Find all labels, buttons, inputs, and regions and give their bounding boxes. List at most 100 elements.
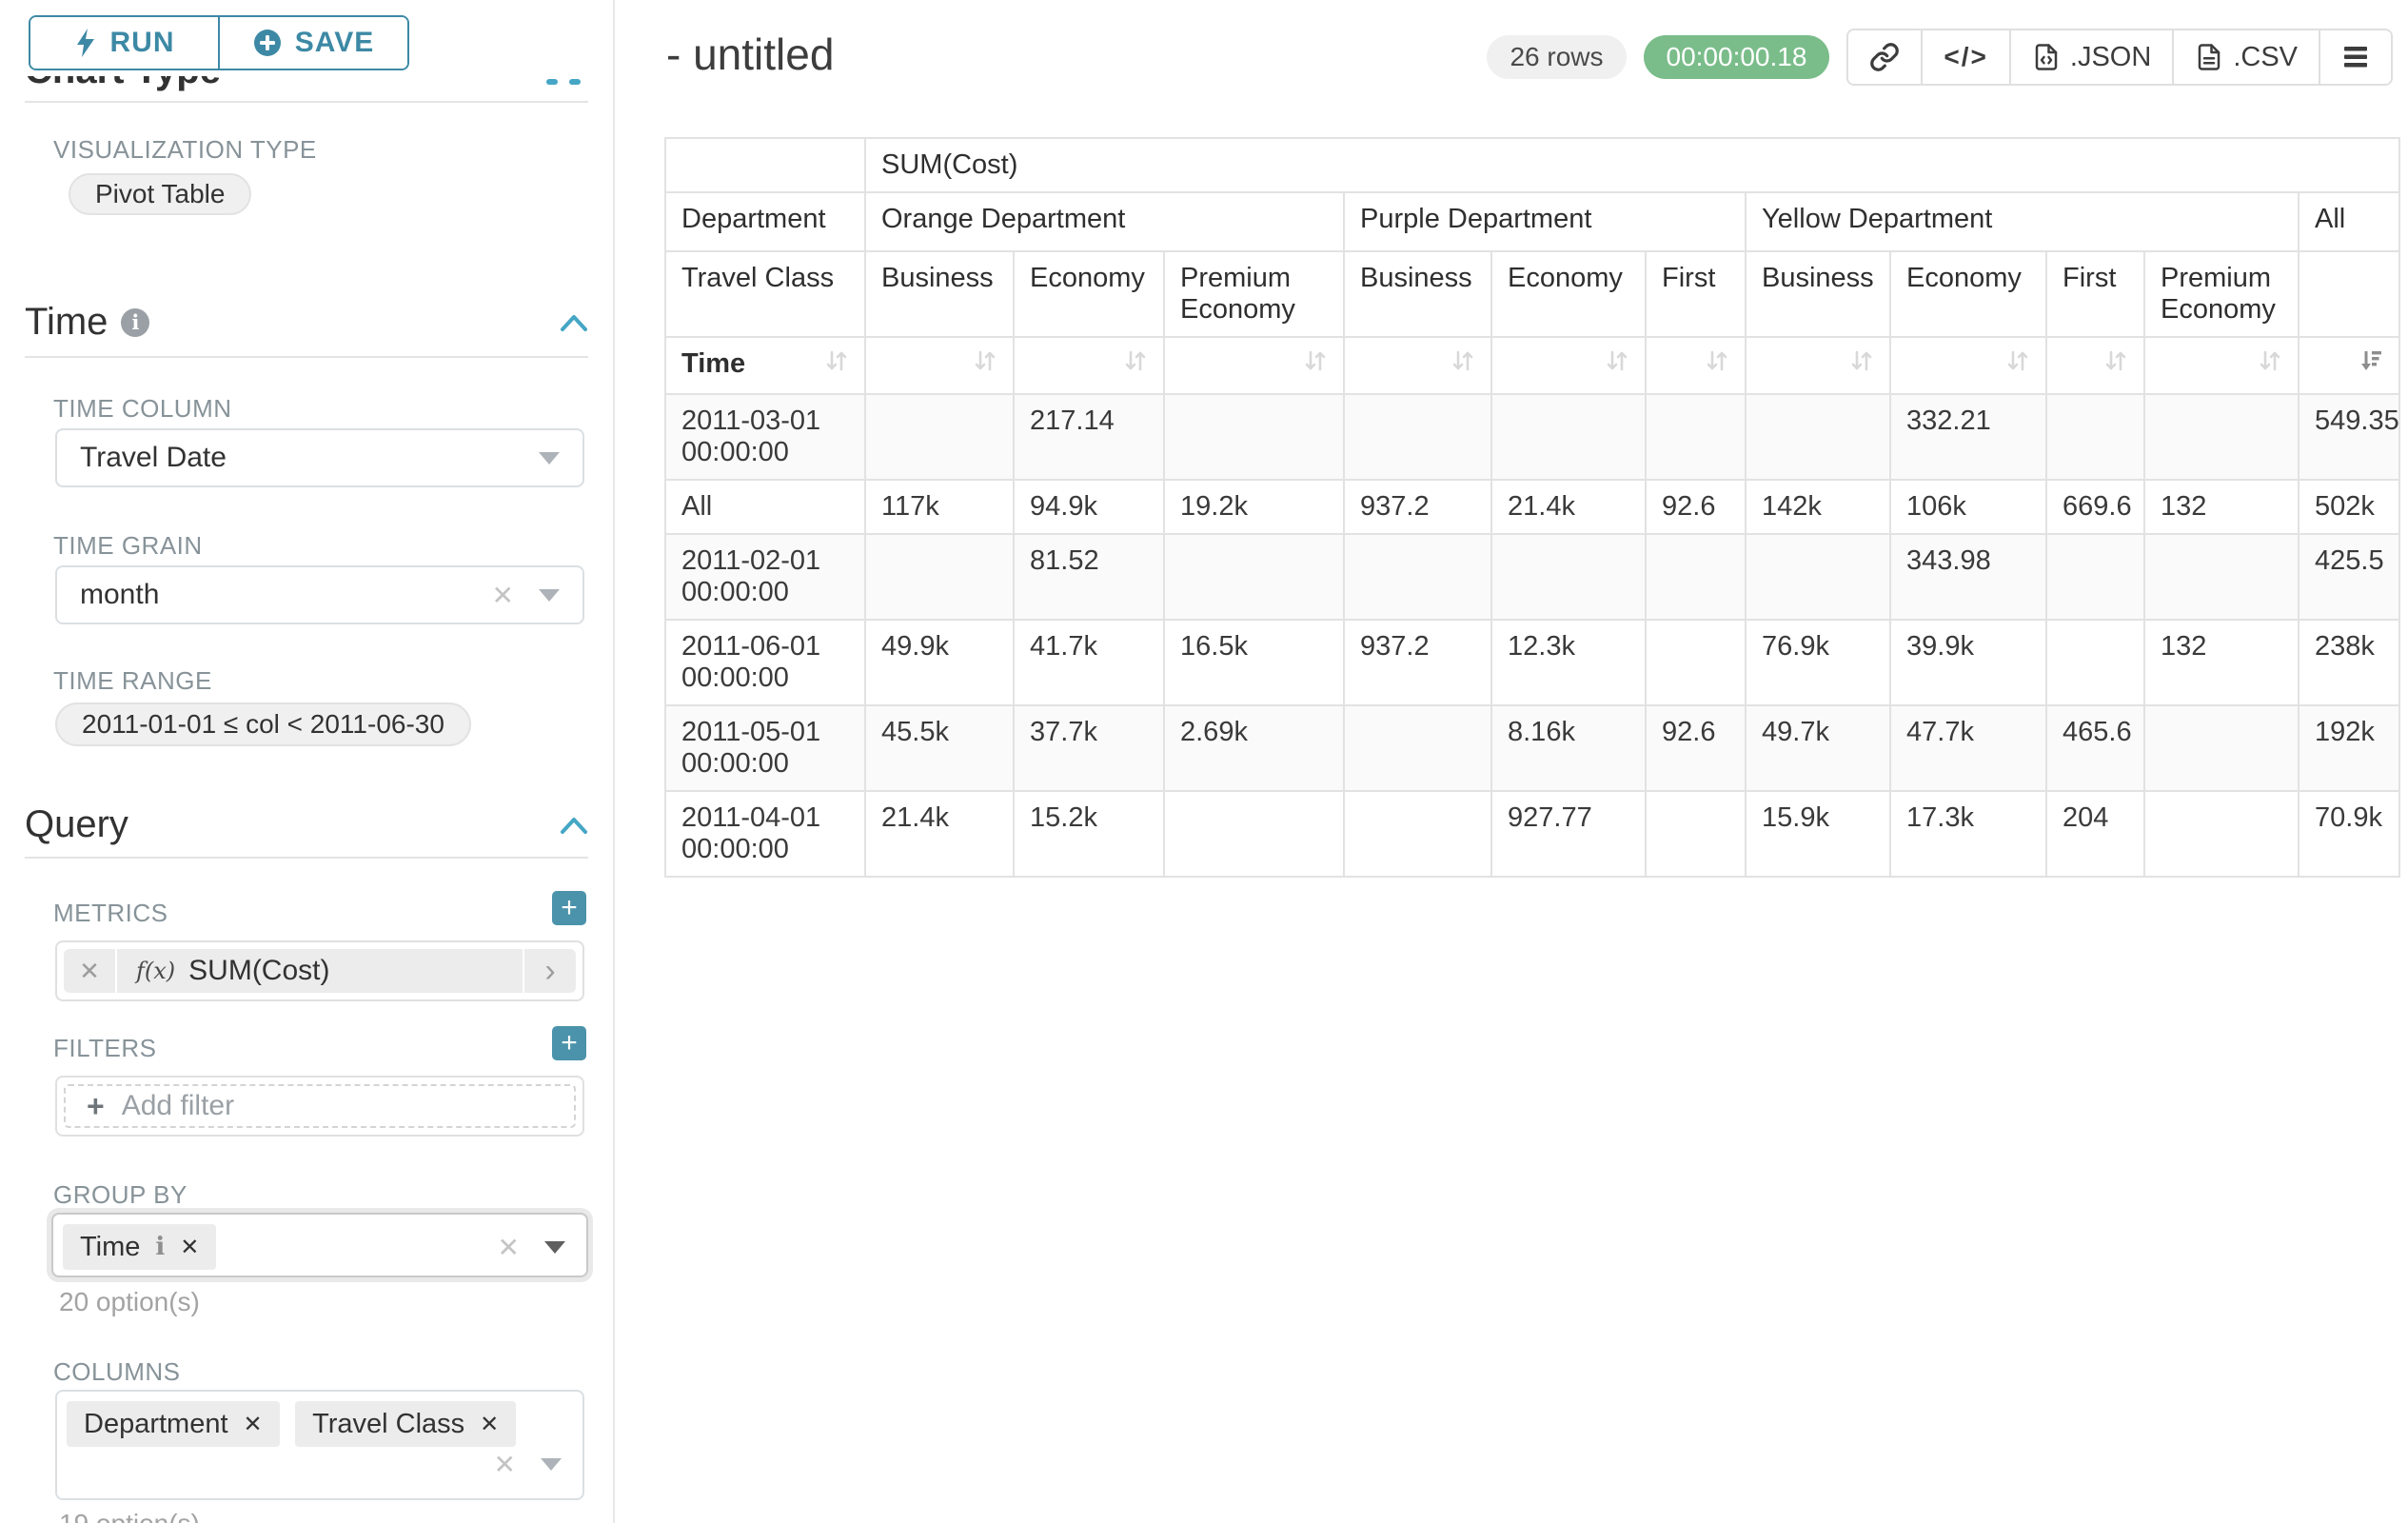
pivot-value-cell [1343, 393, 1492, 481]
control-panel-sidebar: Chart Type RUN SAVE [0, 0, 615, 1523]
sort-icon[interactable] [1123, 348, 1148, 373]
info-icon[interactable]: i [121, 307, 150, 337]
fx-icon: f(x) [136, 958, 176, 984]
sort-icon[interactable] [973, 348, 997, 373]
time-grain-select[interactable]: month ✕ [55, 565, 584, 624]
caret-down-icon[interactable] [544, 1241, 565, 1254]
time-range-pill[interactable]: 2011-01-01 ≤ col < 2011-06-30 [55, 702, 471, 746]
section-divider [25, 857, 588, 859]
time-section-header: Time i [25, 301, 588, 344]
sort-icon[interactable] [1451, 348, 1475, 373]
sort-icon[interactable] [1303, 348, 1328, 373]
remove-metric-icon[interactable]: ✕ [64, 949, 117, 993]
metric-chip[interactable]: ✕ f(x) SUM(Cost) › [64, 949, 576, 993]
pivot-value-cell [1163, 533, 1345, 621]
pivot-value-cell [2045, 533, 2145, 621]
add-filter-button[interactable]: + Add filter [64, 1084, 576, 1128]
caret-down-icon[interactable] [539, 451, 560, 465]
sort-icon[interactable] [1705, 348, 1729, 373]
pivot-value-cell: 217.14 [1013, 393, 1165, 481]
columns-chip[interactable]: Department ✕ [67, 1401, 280, 1447]
pivot-class-header: Premium Economy [1163, 250, 1345, 338]
pivot-data-row: 2011-02-01 00:00:00 81.52 343.98 425.5 [664, 533, 2401, 621]
pivot-value-cell: 106k [1889, 479, 2047, 535]
export-json-button[interactable]: .JSON [2008, 30, 2173, 84]
pivot-sort-cell[interactable] [1343, 336, 1492, 395]
pivot-value-cell: 927.77 [1490, 790, 1647, 878]
pivot-data-row: 2011-04-01 00:00:00 21.4k 15.2k 927.77 15.… [664, 790, 2401, 878]
pivot-data-row: 2011-05-01 00:00:00 45.5k 37.7k 2.69k 8.16k… [664, 704, 2401, 792]
groupby-select[interactable]: Time i ✕ ✕ [51, 1213, 588, 1277]
pivot-value-cell [1745, 533, 1891, 621]
pivot-value-cell: 70.9k [2297, 790, 2401, 878]
pivot-class-header: Economy [1490, 250, 1647, 338]
pivot-value-cell: 343.98 [1889, 533, 2047, 621]
sort-icon[interactable] [2005, 348, 2030, 373]
chart-area: - untitled 26 rows 00:00:00.18 </> [615, 0, 2408, 1523]
pivot-value-cell: 21.4k [864, 790, 1015, 878]
pivot-sort-cell[interactable] [1490, 336, 1647, 395]
share-link-button[interactable] [1848, 30, 1922, 84]
clipped-icon-fragment [546, 79, 558, 85]
sort-icon[interactable] [2103, 348, 2128, 373]
chevron-up-icon[interactable] [560, 816, 588, 835]
run-button[interactable]: RUN [30, 17, 218, 69]
column-info-icon: i [155, 1233, 166, 1261]
view-query-button[interactable]: </> [1921, 30, 2009, 84]
viz-type-pill[interactable]: Pivot Table [69, 173, 252, 215]
query-section-title: Query [25, 803, 128, 845]
menu-button[interactable] [2319, 30, 2391, 84]
run-save-toolbar: RUN SAVE [0, 0, 613, 76]
plus-icon: + [87, 1088, 105, 1123]
expand-metric-icon[interactable]: › [523, 949, 576, 993]
save-button[interactable]: SAVE [218, 17, 407, 69]
pivot-sort-cell[interactable] [1163, 336, 1345, 395]
sort-desc-icon[interactable] [2359, 348, 2383, 373]
pivot-value-cell [864, 533, 1015, 621]
time-grain-label: TIME GRAIN [53, 531, 203, 560]
remove-chip-icon[interactable]: ✕ [480, 1411, 500, 1437]
pivot-sort-cell[interactable] [2297, 336, 2401, 395]
columns-chip[interactable]: Travel Class ✕ [295, 1401, 517, 1447]
groupby-chip[interactable]: Time i ✕ [63, 1224, 217, 1270]
caret-down-icon[interactable] [541, 1458, 562, 1471]
sort-icon[interactable] [824, 348, 849, 373]
pivot-sort-cell[interactable] [2045, 336, 2145, 395]
sort-icon[interactable] [1849, 348, 1874, 373]
pivot-sort-cell[interactable] [864, 336, 1015, 395]
add-filter-plus-button[interactable]: + [552, 1026, 586, 1060]
export-csv-button[interactable]: .CSV [2172, 30, 2319, 84]
pivot-class-header: First [1645, 250, 1747, 338]
pivot-value-cell: 204 [2045, 790, 2145, 878]
columns-select[interactable]: Department ✕ Travel Class ✕ ✕ [55, 1390, 584, 1500]
pivot-value-cell: 669.6 [2045, 479, 2145, 535]
remove-chip-icon[interactable]: ✕ [180, 1234, 200, 1260]
pivot-value-cell: 92.6 [1645, 479, 1747, 535]
time-column-select[interactable]: Travel Date [55, 428, 584, 487]
columns-options-hint: 19 option(s) [59, 1509, 200, 1523]
groupby-label: GROUP BY [53, 1180, 188, 1209]
query-section-header: Query [25, 803, 588, 846]
clear-icon[interactable]: ✕ [493, 1450, 516, 1479]
metrics-label: METRICS [53, 899, 168, 927]
pivot-sort-cell[interactable] [2143, 336, 2299, 395]
chevron-up-icon[interactable] [560, 313, 588, 332]
pivot-value-cell [2143, 704, 2299, 792]
pivot-sort-cell[interactable] [1645, 336, 1747, 395]
add-metric-button[interactable]: + [552, 891, 586, 925]
remove-chip-icon[interactable]: ✕ [243, 1411, 263, 1437]
sort-icon[interactable] [1605, 348, 1629, 373]
caret-down-icon[interactable] [539, 588, 560, 602]
clear-icon[interactable]: ✕ [491, 580, 514, 610]
pivot-value-cell: 94.9k [1013, 479, 1165, 535]
pivot-sort-cell[interactable] [1889, 336, 2047, 395]
pivot-value-cell: 937.2 [1343, 479, 1492, 535]
pivot-sort-cell[interactable] [1013, 336, 1165, 395]
pivot-time-sort-cell[interactable]: Time [664, 336, 866, 395]
pivot-value-cell: 16.5k [1163, 619, 1345, 706]
pivot-sort-cell[interactable] [1745, 336, 1891, 395]
pivot-value-cell [1645, 619, 1747, 706]
pivot-row-label: All [664, 479, 866, 535]
clear-icon[interactable]: ✕ [497, 1233, 520, 1262]
sort-icon[interactable] [2258, 348, 2282, 373]
